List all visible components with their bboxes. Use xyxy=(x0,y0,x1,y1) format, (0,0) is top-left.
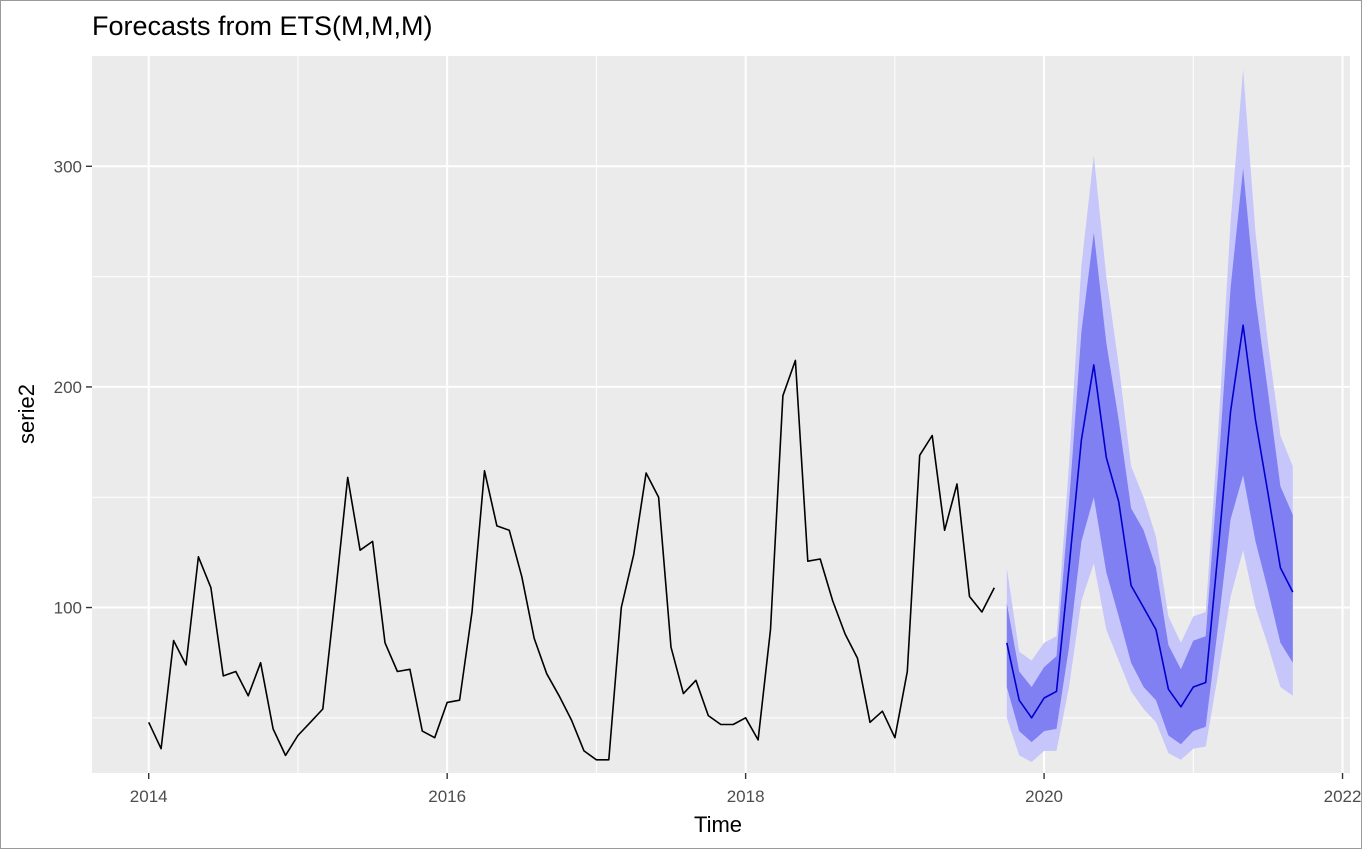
y-axis-title: serie2 xyxy=(14,384,39,444)
prediction-interval-80 xyxy=(1006,168,1293,745)
y-tick-label: 200 xyxy=(54,378,82,397)
chart-title: Forecasts from ETS(M,M,M) xyxy=(92,11,433,41)
x-tick-label: 2014 xyxy=(130,787,168,806)
observed-series-line xyxy=(147,359,996,761)
x-axis-title: Time xyxy=(694,812,742,837)
x-tick-label: 2020 xyxy=(1025,787,1063,806)
x-tick-label: 2016 xyxy=(428,787,466,806)
y-axis-ticks: 100 200 300 xyxy=(54,157,92,618)
forecast-mean-line xyxy=(1006,324,1294,719)
x-axis-ticks: 2014 2016 2018 2020 2022 xyxy=(130,773,1362,806)
x-tick-label: 2022 xyxy=(1324,787,1362,806)
y-tick-label: 100 xyxy=(54,599,82,618)
y-tick-label: 300 xyxy=(54,157,82,176)
x-tick-label: 2018 xyxy=(727,787,765,806)
